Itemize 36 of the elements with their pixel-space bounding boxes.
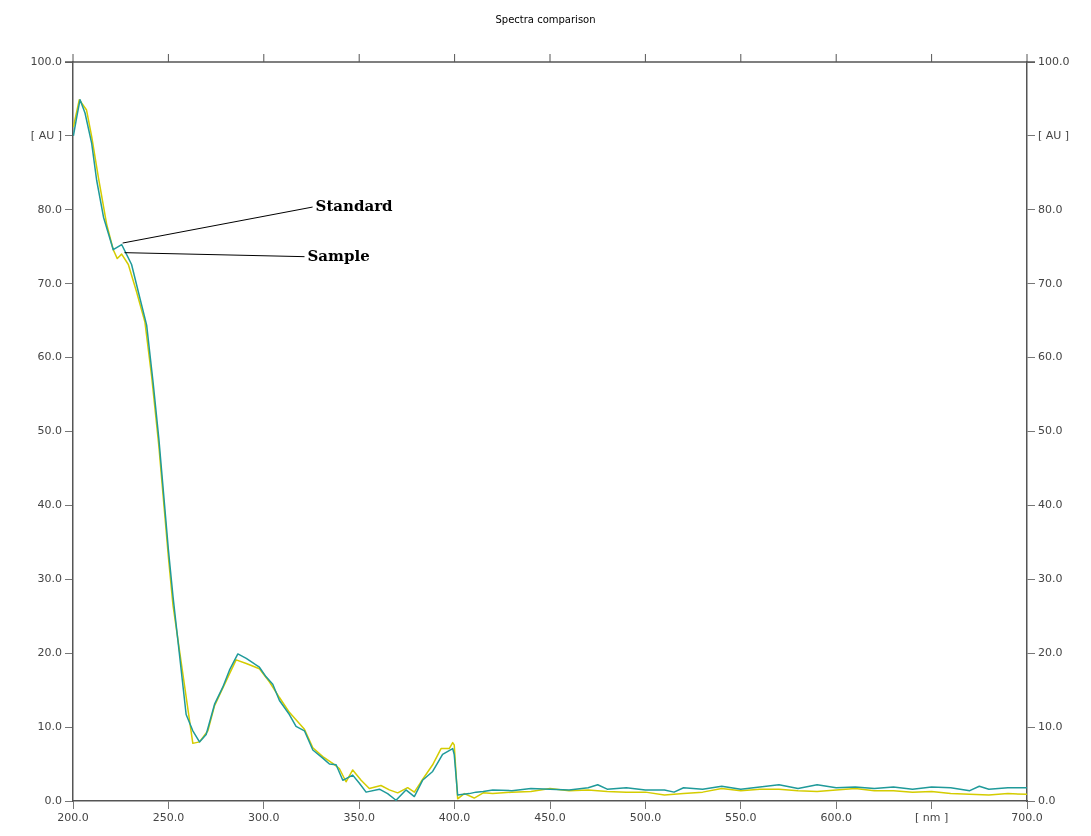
y2-tick-label: 10.0 — [1038, 719, 1063, 733]
y-tick-label: 50.0 — [37, 424, 62, 438]
y-tick-label: 60.0 — [37, 350, 62, 364]
y-tick-label: 70.0 — [37, 276, 62, 290]
y2-tick-label: 70.0 — [1038, 276, 1063, 290]
y-tick-label: [ AU ] — [30, 128, 62, 142]
y2-tick-label: 80.0 — [1038, 202, 1063, 216]
y-tick-label: 30.0 — [37, 572, 62, 586]
annotation: Standard — [315, 196, 394, 215]
y-tick-label: 10.0 — [37, 719, 62, 733]
y-tick-label: 20.0 — [37, 646, 62, 660]
annotation: Sample — [307, 246, 370, 265]
x-tick-label: 200.0 — [57, 811, 89, 825]
y2-tick-label: 20.0 — [1038, 646, 1063, 660]
y2-tick-label: [ AU ] — [1038, 128, 1070, 142]
y-tick-label: 80.0 — [37, 202, 62, 216]
x-tick-label: [ nm ] — [914, 811, 949, 825]
x-tick-label: 600.0 — [820, 811, 852, 825]
y-tick-label: 100.0 — [30, 54, 62, 68]
x-tick-label: 550.0 — [725, 811, 757, 825]
x-tick-label: 450.0 — [534, 811, 566, 825]
chart-title: Spectra comparison — [495, 13, 596, 25]
y2-tick-label: 40.0 — [1038, 498, 1063, 512]
y-tick-label: 40.0 — [37, 498, 62, 512]
y2-tick-label: 60.0 — [1038, 350, 1063, 364]
y2-tick-label: 100.0 — [1038, 54, 1070, 68]
x-tick-label: 350.0 — [343, 811, 375, 825]
x-tick-label: 250.0 — [152, 811, 185, 825]
y2-tick-label: 0.0 — [1038, 793, 1056, 807]
y2-tick-label: 30.0 — [1038, 572, 1063, 586]
y2-tick-label: 50.0 — [1038, 424, 1063, 438]
x-tick-label: 500.0 — [629, 811, 662, 825]
y-tick-label: 0.0 — [44, 793, 62, 807]
x-tick-label: 700.0 — [1011, 811, 1043, 825]
x-tick-label: 400.0 — [438, 811, 471, 825]
x-tick-label: 300.0 — [248, 811, 280, 825]
